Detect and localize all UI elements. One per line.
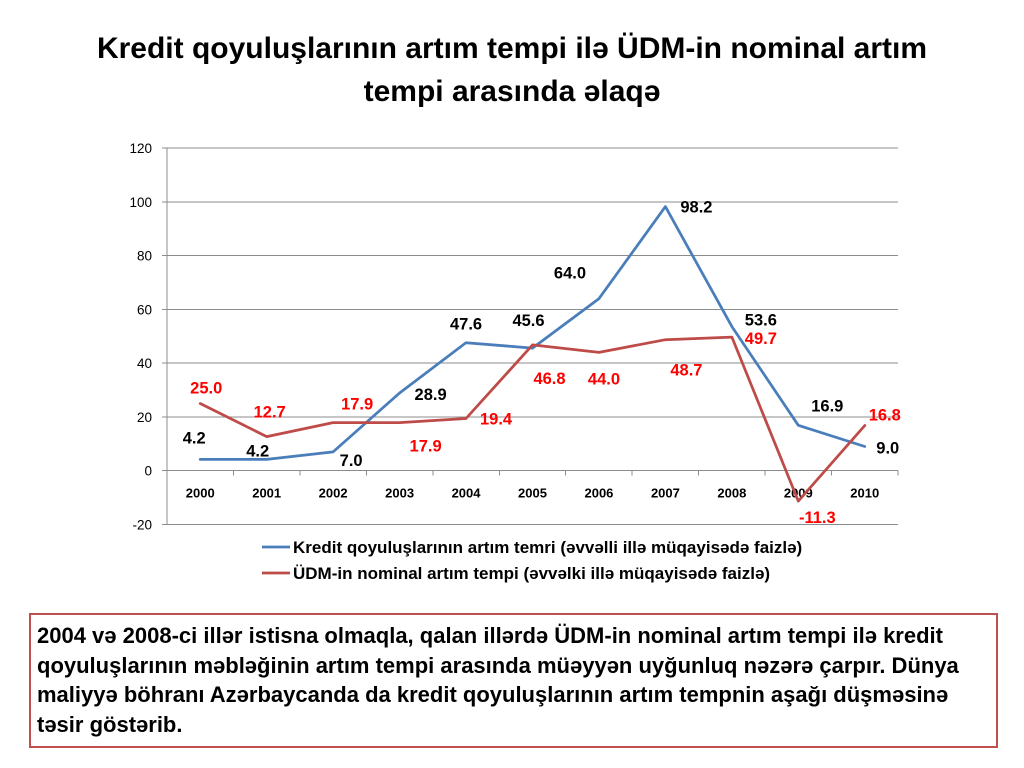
data-label-udm: 19.4 [480, 411, 513, 429]
legend-label-kredit: Kredit qoyuluşlarının artım temri (əvvəl… [293, 538, 802, 557]
x-tick-label: 2008 [717, 486, 746, 501]
data-label-udm: 17.9 [410, 438, 442, 456]
data-label-udm: 44.0 [588, 370, 620, 388]
data-label-kredit: 53.6 [745, 312, 777, 330]
x-tick-label: 2001 [252, 486, 281, 501]
series [198, 205, 867, 503]
gridlines [167, 147, 898, 525]
data-label-udm: 46.8 [533, 370, 565, 388]
data-label-udm: 48.7 [670, 362, 702, 380]
data-label-kredit: 28.9 [415, 386, 447, 404]
data-label-kredit: 9.0 [876, 440, 899, 458]
data-label-udm: 25.0 [190, 379, 222, 397]
data-label-kredit: 45.6 [512, 312, 544, 330]
data-label-udm: 49.7 [745, 330, 777, 348]
data-label-kredit: 64.0 [554, 265, 586, 283]
slide-title: Kredit qoyuluşlarının artım tempi ilə ÜD… [96, 32, 928, 108]
note-text: 2004 və 2008-ci illər istisna olmaqla, q… [37, 623, 959, 737]
y-tick-label: 40 [137, 356, 152, 371]
data-labels: 4.2 4.2 7.0 28.9 47.6 45.6 64.0 98.2 53.6 16.9 9.0… [183, 199, 901, 527]
y-tick-label: 0 [144, 464, 152, 479]
note-box: 2004 və 2008-ci illər istisna olmaqla, q… [29, 613, 998, 748]
data-label-kredit: 16.9 [811, 397, 843, 415]
y-tick-label: 100 [129, 195, 152, 210]
x-tick-label: 2003 [385, 486, 414, 501]
x-tick-label: 2002 [319, 486, 348, 501]
y-tick-label: 80 [137, 249, 152, 264]
line-chart: -20 0 20 40 60 80 100 120 2000 2001 2002 2003 2004 20… [129, 141, 901, 583]
y-tick-label: 120 [129, 141, 152, 156]
x-tick-label: 2009 [784, 486, 813, 501]
axes: -20 0 20 40 60 80 100 120 2000 2001 2002 2003 2004 20… [129, 141, 899, 533]
x-tick-label: 2006 [584, 486, 613, 501]
data-label-kredit: 47.6 [450, 316, 482, 334]
y-tick-label: 20 [137, 410, 152, 425]
series-line-kredit [198, 205, 867, 461]
x-tick-label: 2005 [518, 486, 547, 501]
x-tick-label: 2010 [850, 486, 879, 501]
data-label-kredit: 7.0 [340, 452, 363, 470]
data-label-udm: 17.9 [341, 396, 373, 414]
x-tick-label: 2004 [452, 486, 482, 501]
data-label-udm: -11.3 [799, 509, 836, 527]
data-label-kredit: 98.2 [680, 199, 712, 217]
legend-label-udm: ÜDM-in nominal artım tempi (əvvəlki illə… [293, 564, 770, 583]
data-label-kredit: 4.2 [183, 429, 206, 447]
legend-item-udm: ÜDM-in nominal artım tempi (əvvəlki illə… [262, 564, 770, 583]
y-tick-label: 60 [137, 302, 152, 317]
legend-item-kredit: Kredit qoyuluşlarının artım temri (əvvəl… [262, 538, 802, 557]
data-label-kredit: 4.2 [246, 442, 269, 460]
y-tick-label: -20 [132, 518, 152, 533]
x-tick-label: 2007 [651, 486, 680, 501]
data-label-udm: 16.8 [869, 407, 901, 425]
x-tick-label: 2000 [186, 486, 215, 501]
series-line-udm [198, 335, 867, 503]
data-label-udm: 12.7 [254, 404, 286, 422]
legend: Kredit qoyuluşlarının artım temri (əvvəl… [262, 538, 802, 583]
